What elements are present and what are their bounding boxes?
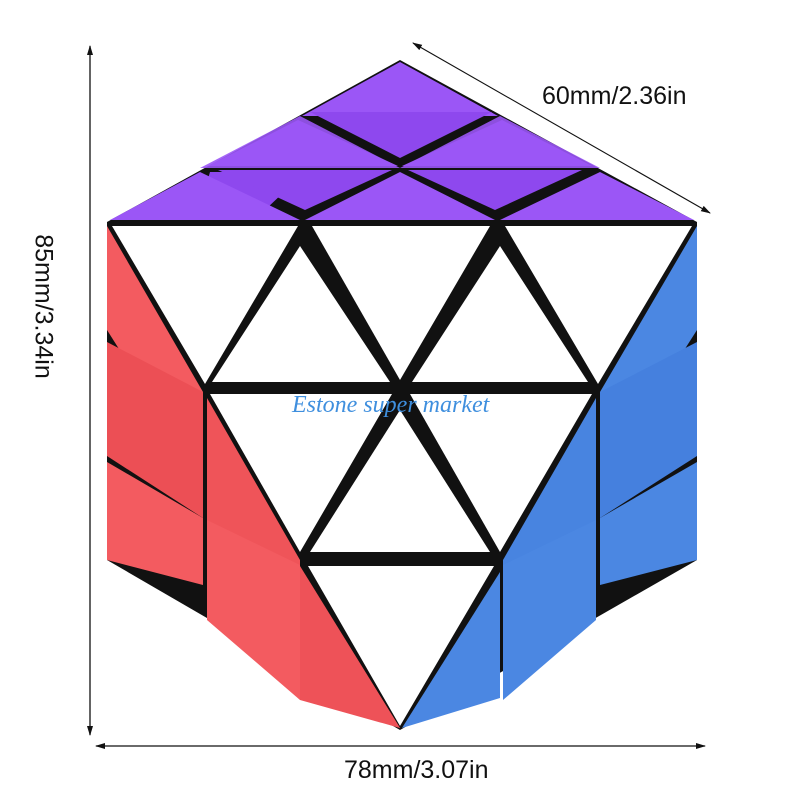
depth-dimension-label: 60mm/2.36in bbox=[542, 82, 687, 110]
front-face-white bbox=[112, 226, 692, 726]
height-dimension-label: 85mm/3.34in bbox=[29, 234, 58, 379]
watermark-text: Estone super market bbox=[292, 392, 490, 418]
right-face-blue bbox=[402, 226, 697, 728]
left-face-red bbox=[107, 226, 400, 728]
width-dimension-label: 78mm/3.07in bbox=[344, 756, 489, 784]
depth-dimension-line bbox=[412, 42, 711, 214]
top-face-purple bbox=[110, 62, 694, 220]
puzzle-cube bbox=[107, 60, 697, 730]
